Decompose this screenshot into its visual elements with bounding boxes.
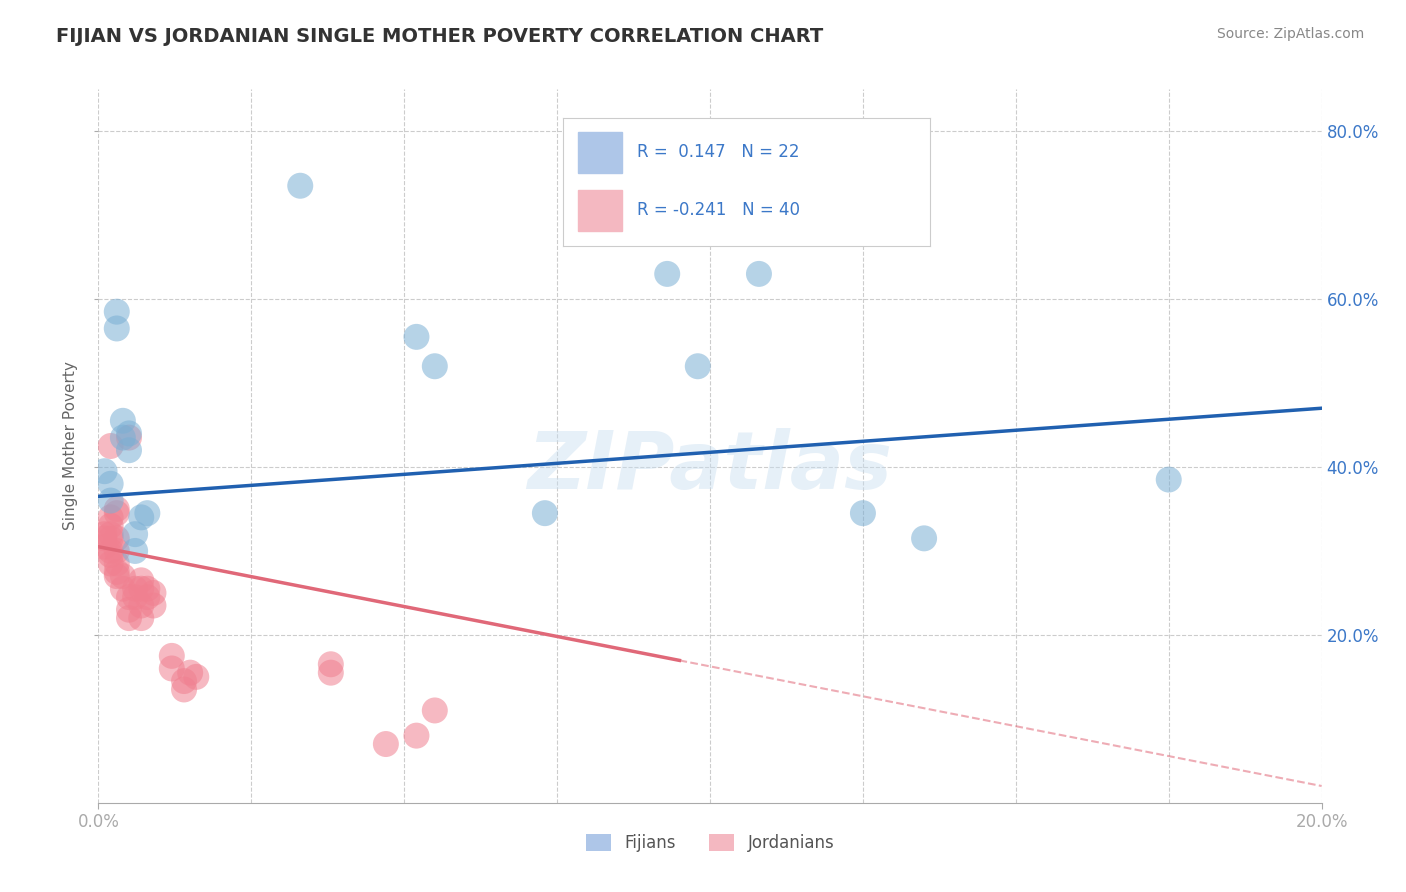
Point <box>105 502 128 516</box>
Point <box>136 506 159 520</box>
Point <box>129 582 152 596</box>
Text: FIJIAN VS JORDANIAN SINGLE MOTHER POVERTY CORRELATION CHART: FIJIAN VS JORDANIAN SINGLE MOTHER POVERT… <box>56 27 824 45</box>
Point <box>319 657 342 672</box>
Point <box>179 665 201 680</box>
Point <box>319 665 342 680</box>
Point <box>118 611 141 625</box>
Point <box>405 729 427 743</box>
Point <box>93 464 115 478</box>
Point <box>100 557 122 571</box>
Point <box>105 557 128 571</box>
Point <box>124 527 146 541</box>
Point <box>100 544 122 558</box>
Point <box>118 603 141 617</box>
Point <box>100 527 122 541</box>
Point <box>748 267 770 281</box>
Point <box>374 737 396 751</box>
Point <box>136 590 159 604</box>
Point <box>100 510 122 524</box>
Point <box>105 544 128 558</box>
Point <box>105 506 128 520</box>
Point <box>534 506 557 520</box>
Point <box>118 426 141 441</box>
Point <box>100 518 122 533</box>
Point <box>142 586 165 600</box>
Point <box>124 590 146 604</box>
Point <box>160 661 183 675</box>
Point <box>118 443 141 458</box>
Point <box>136 582 159 596</box>
Point <box>111 569 134 583</box>
Point <box>111 414 134 428</box>
Point <box>852 506 875 520</box>
Point <box>118 590 141 604</box>
Point <box>105 565 128 579</box>
Point <box>129 510 152 524</box>
Point <box>423 359 446 374</box>
Point <box>912 532 935 546</box>
Point <box>129 574 152 588</box>
Point <box>686 359 709 374</box>
Point <box>129 599 152 613</box>
Point <box>124 544 146 558</box>
Point <box>100 548 122 562</box>
Point <box>105 321 128 335</box>
Point <box>160 648 183 663</box>
Point <box>290 178 312 193</box>
Point <box>100 532 122 546</box>
Point <box>118 431 141 445</box>
Text: Source: ZipAtlas.com: Source: ZipAtlas.com <box>1216 27 1364 41</box>
Point <box>657 267 679 281</box>
Point <box>105 304 128 318</box>
Point <box>111 431 134 445</box>
Point <box>142 599 165 613</box>
Point <box>1157 473 1180 487</box>
Point <box>105 569 128 583</box>
Point <box>100 439 122 453</box>
Point <box>93 527 115 541</box>
Point <box>173 682 195 697</box>
Point <box>405 330 427 344</box>
Point <box>111 582 134 596</box>
Point <box>100 493 122 508</box>
Point <box>129 611 152 625</box>
Point <box>93 532 115 546</box>
Legend: Fijians, Jordanians: Fijians, Jordanians <box>579 827 841 859</box>
Point <box>173 674 195 689</box>
Y-axis label: Single Mother Poverty: Single Mother Poverty <box>63 361 79 531</box>
Point <box>423 703 446 717</box>
Point <box>186 670 208 684</box>
Point <box>124 582 146 596</box>
Point <box>93 540 115 554</box>
Point <box>100 476 122 491</box>
Text: ZIPatlas: ZIPatlas <box>527 428 893 507</box>
Point <box>105 532 128 546</box>
